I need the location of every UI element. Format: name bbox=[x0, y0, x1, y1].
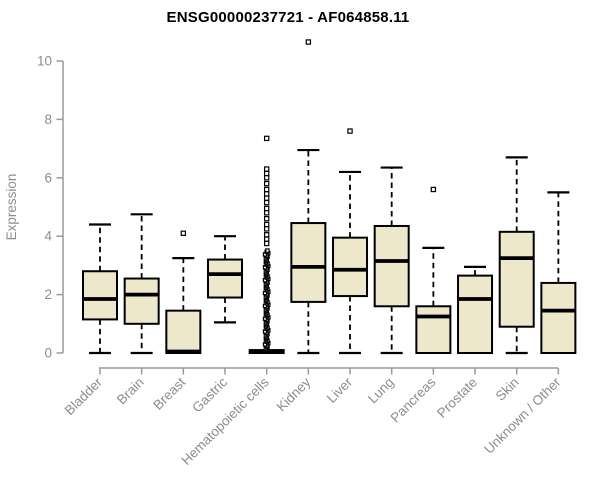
x-axis-label: Prostate bbox=[434, 375, 480, 421]
outlier-point bbox=[263, 199, 270, 206]
outlier-point bbox=[263, 135, 270, 142]
box-unknown-other bbox=[540, 191, 577, 355]
box-bladder bbox=[82, 223, 118, 355]
box-pancreas bbox=[415, 186, 452, 354]
x-axis-label: Pancreas bbox=[388, 374, 439, 425]
y-tick-label: 2 bbox=[44, 287, 52, 302]
outlier-point bbox=[263, 221, 270, 228]
x-axis-label: Kidney bbox=[274, 374, 314, 414]
y-axis-title: Expression bbox=[4, 174, 19, 241]
iqr-box bbox=[498, 230, 535, 328]
x-axis-label: Skin bbox=[493, 375, 522, 404]
iqr-box bbox=[373, 224, 410, 308]
x-axis-label: Unknown / Other bbox=[481, 374, 564, 457]
outlier-point bbox=[263, 186, 270, 193]
x-axis-label: Bladder bbox=[62, 374, 106, 418]
box-hematopoietic-cells bbox=[248, 135, 285, 354]
outlier-point bbox=[430, 186, 437, 193]
iqr-box bbox=[457, 274, 494, 354]
outlier-point bbox=[263, 240, 270, 247]
y-tick-label: 0 bbox=[44, 346, 52, 361]
outlier-point bbox=[263, 180, 270, 187]
box-prostate bbox=[457, 265, 494, 354]
iqr-box bbox=[540, 281, 577, 355]
iqr-box bbox=[82, 270, 118, 321]
outlier-point bbox=[263, 170, 270, 177]
x-axis-label: Breast bbox=[150, 374, 188, 412]
y-tick-label: 8 bbox=[44, 112, 52, 127]
box-gastric bbox=[207, 235, 244, 324]
box-kidney bbox=[290, 39, 327, 355]
x-axis-label: Brain bbox=[114, 375, 147, 408]
outlier-point bbox=[263, 210, 270, 216]
outlier-point bbox=[263, 205, 270, 212]
iqr-box bbox=[332, 236, 369, 298]
box-lung bbox=[373, 166, 410, 355]
outlier-point bbox=[180, 230, 187, 236]
outlier-point bbox=[263, 175, 270, 181]
iqr-box bbox=[123, 277, 160, 325]
outlier-point bbox=[263, 191, 270, 197]
iqr-box bbox=[415, 305, 452, 354]
outlier-point bbox=[347, 128, 353, 134]
iqr-box bbox=[290, 222, 327, 303]
outlier-point bbox=[263, 195, 270, 201]
x-axis-label: Lung bbox=[365, 375, 397, 407]
outlier-point bbox=[265, 248, 270, 253]
chart-title: ENSG00000237721 - AF064858.11 bbox=[166, 9, 410, 26]
iqr-box bbox=[165, 309, 202, 355]
outlier-point bbox=[263, 226, 270, 232]
x-axis-label: Liver bbox=[324, 374, 356, 406]
y-tick-label: 6 bbox=[44, 170, 52, 185]
box-breast bbox=[165, 230, 202, 355]
outlier-point bbox=[263, 166, 270, 172]
box-liver bbox=[332, 128, 369, 355]
iqr-box bbox=[207, 258, 244, 299]
box-skin bbox=[498, 156, 535, 355]
y-tick-label: 4 bbox=[44, 229, 52, 244]
outlier-point bbox=[263, 236, 270, 242]
y-axis: 0 2 4 6 8 10 Expression bbox=[4, 54, 64, 361]
box-brain bbox=[123, 213, 160, 355]
outlier-point bbox=[263, 215, 270, 222]
y-tick-label: 10 bbox=[37, 54, 52, 69]
outlier-point bbox=[305, 39, 312, 45]
outlier-point bbox=[263, 232, 270, 238]
x-axis-label: Gastric bbox=[189, 374, 230, 415]
